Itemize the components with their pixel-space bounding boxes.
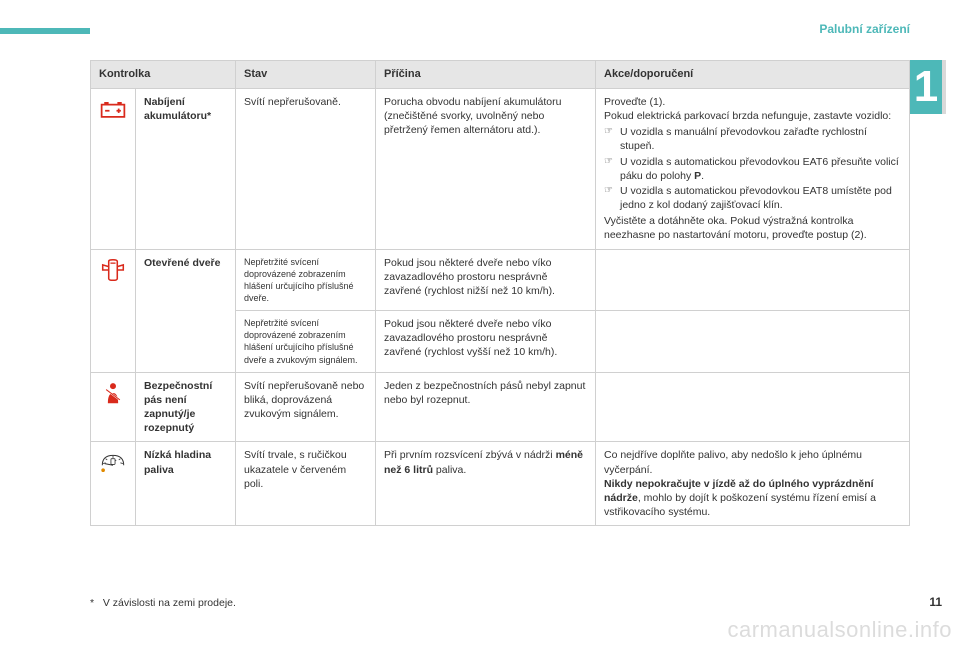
fuel-pricina: Při prvním rozsvícení zbývá v nádrži mén…	[376, 442, 596, 526]
door-stav2: Nepřetržité svícení doprovázené zobrazen…	[236, 311, 376, 373]
col-header-pricina: Příčina	[376, 61, 596, 89]
fuel-akce-line1: Co nejdříve doplňte palivo, aby nedošlo …	[604, 449, 862, 475]
fuel-pricina-pre: Při prvním rozsvícení zbývá v nádrži	[384, 449, 556, 461]
battery-akce-outro: Vyčistěte a dotáhněte oka. Pokud výstraž…	[604, 215, 867, 241]
fuel-name: Nízká hladina paliva	[136, 442, 236, 526]
battery-akce-item2-pre: U vozidla s automatickou převodovkou EAT…	[620, 156, 899, 182]
door-open-icon	[99, 258, 127, 282]
chapter-shadow	[942, 60, 946, 114]
door-akce2	[596, 311, 910, 373]
seatbelt-akce	[596, 372, 910, 442]
seatbelt-icon	[99, 381, 127, 405]
battery-akce: Proveďte (1). Pokud elektrická parkovací…	[596, 88, 910, 249]
battery-akce-item1: U vozidla s manuální převodovkou zařaďte…	[604, 125, 901, 153]
table-row: Nabíjení akumulátoru* Svítí nepřerušovan…	[91, 88, 910, 249]
table-header-row: Kontrolka Stav Příčina Akce/doporučení	[91, 61, 910, 89]
door-pricina1: Pokud jsou některé dveře nebo víko zavaz…	[376, 249, 596, 311]
chapter-number: 1	[910, 60, 942, 114]
fuel-akce-post: , mohlo by dojít k poškození systému říz…	[604, 492, 876, 518]
col-header-akce: Akce/doporučení	[596, 61, 910, 89]
seatbelt-pricina: Jeden z bezpečnostních pásů nebyl zapnut…	[376, 372, 596, 442]
battery-akce-item3: U vozidla s automatickou převodovkou EAT…	[604, 184, 901, 212]
battery-stav: Svítí nepřerušovaně.	[236, 88, 376, 249]
fuel-akce: Co nejdříve doplňte palivo, aby nedošlo …	[596, 442, 910, 526]
door-name: Otevřené dveře	[136, 249, 236, 372]
door-akce1	[596, 249, 910, 311]
fuel-gauge-icon	[99, 450, 127, 474]
door-pricina2: Pokud jsou některé dveře nebo víko zavaz…	[376, 311, 596, 373]
section-title: Palubní zařízení	[819, 22, 910, 36]
battery-akce-intro2: Pokud elektrická parkovací brzda nefungu…	[604, 110, 891, 122]
seatbelt-name: Bezpečnostní pás není zapnutý/je rozepnu…	[136, 372, 236, 442]
footnote-marker: *	[90, 597, 94, 609]
table-row: Nízká hladina paliva Svítí trvale, s ruč…	[91, 442, 910, 526]
battery-icon	[99, 97, 127, 121]
battery-akce-intro1: Proveďte (1).	[604, 96, 665, 108]
battery-akce-item2: U vozidla s automatickou převodovkou EAT…	[604, 155, 901, 183]
battery-icon-cell	[91, 88, 136, 249]
door-stav1: Nepřetržité svícení doprovázené zobrazen…	[236, 249, 376, 311]
footnote-text: V závislosti na zemi prodeje.	[103, 597, 236, 609]
warning-lights-table: Kontrolka Stav Příčina Akce/doporučení N…	[90, 60, 910, 526]
col-header-kontrolka: Kontrolka	[91, 61, 236, 89]
watermark: carmanualsonline.info	[727, 617, 952, 643]
page-number: 11	[929, 595, 942, 609]
accent-bar	[0, 28, 90, 34]
fuel-pricina-post: paliva.	[433, 464, 466, 476]
col-header-stav: Stav	[236, 61, 376, 89]
table-row: Bezpečnostní pás není zapnutý/je rozepnu…	[91, 372, 910, 442]
table-row: Otevřené dveře Nepřetržité svícení dopro…	[91, 249, 910, 311]
battery-pricina: Porucha obvodu nabíjení akumulátoru (zne…	[376, 88, 596, 249]
footnote: * V závislosti na zemi prodeje.	[90, 597, 236, 609]
fuel-stav: Svítí trvale, s ručičkou ukazatele v čer…	[236, 442, 376, 526]
seatbelt-icon-cell	[91, 372, 136, 442]
fuel-icon-cell	[91, 442, 136, 526]
seatbelt-stav: Svítí nepřerušovaně nebo bliká, doprováz…	[236, 372, 376, 442]
battery-akce-item2-post: .	[701, 170, 704, 182]
battery-name: Nabíjení akumulátoru*	[136, 88, 236, 249]
door-icon-cell	[91, 249, 136, 372]
